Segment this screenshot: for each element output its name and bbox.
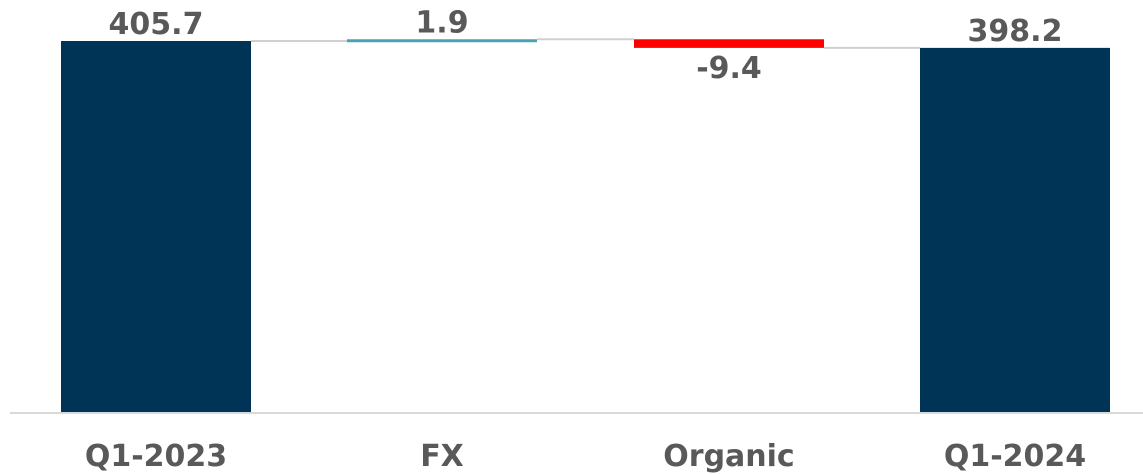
bar-q1-2023 bbox=[61, 41, 251, 413]
value-label-q1-2024: 398.2 bbox=[968, 14, 1063, 49]
category-label-organic: Organic bbox=[663, 439, 794, 474]
category-label-fx: FX bbox=[420, 439, 464, 474]
value-label-fx: 1.9 bbox=[415, 5, 468, 40]
bars bbox=[61, 39, 1110, 413]
category-labels: Q1-2023 FX Organic Q1-2024 bbox=[85, 439, 1086, 474]
bar-q1-2024 bbox=[920, 47, 1110, 413]
bar-organic bbox=[634, 39, 824, 48]
value-label-organic: -9.4 bbox=[696, 51, 762, 86]
category-label-q1-2024: Q1-2024 bbox=[944, 439, 1086, 474]
value-labels: 405.7 1.9 -9.4 398.2 bbox=[109, 5, 1063, 86]
bar-fx bbox=[347, 39, 537, 43]
value-label-q1-2023: 405.7 bbox=[109, 7, 204, 42]
connector-lines bbox=[251, 38, 920, 49]
category-label-q1-2023: Q1-2023 bbox=[85, 439, 227, 474]
